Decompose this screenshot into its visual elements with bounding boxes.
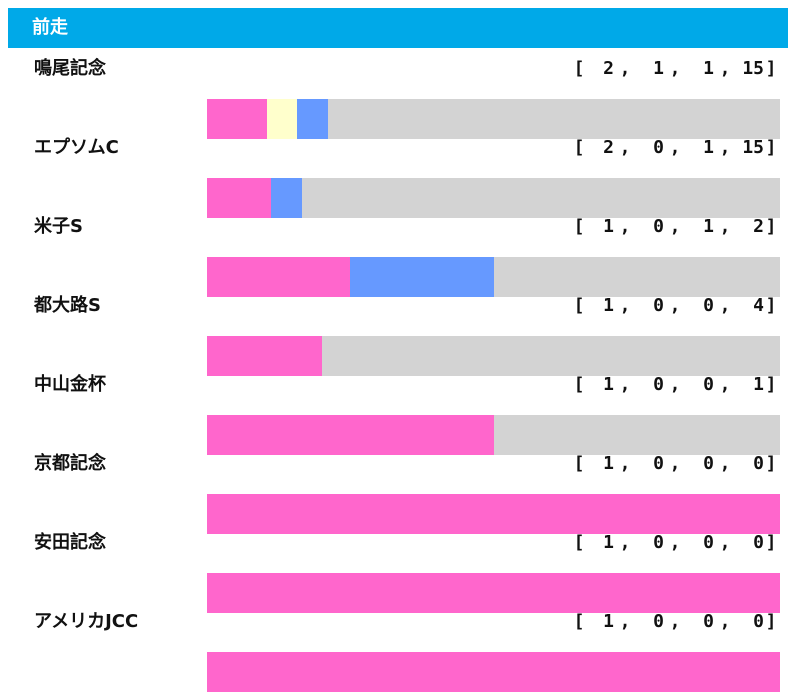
- bar-segment-first: [207, 494, 780, 534]
- race-name-label: 京都記念: [34, 453, 106, 474]
- record-count: 0: [703, 611, 714, 632]
- record-count: 0: [653, 374, 664, 395]
- record-count: 0: [653, 532, 664, 553]
- result-bar: [207, 652, 780, 692]
- record-count: 15: [742, 58, 764, 79]
- race-record: [2, 0, 1, 15 ]: [572, 131, 778, 165]
- bar-segment-third: [350, 257, 494, 297]
- record-count: 1: [603, 295, 614, 316]
- record-count: 2: [753, 216, 764, 237]
- record-count: 0: [753, 453, 764, 474]
- record-count: 0: [703, 532, 714, 553]
- result-bar: [207, 415, 780, 455]
- record-count: 4: [753, 295, 764, 316]
- race-row: 中山金杯 [1, 0, 0, 1 ]: [0, 368, 796, 455]
- record-count: 1: [753, 374, 764, 395]
- bar-segment-first: [207, 178, 271, 218]
- race-name-label: 米子S: [34, 216, 83, 237]
- result-bar: [207, 178, 780, 218]
- result-bar: [207, 336, 780, 376]
- race-name-label: 都大路S: [34, 295, 101, 316]
- section-header: 前走: [8, 8, 788, 48]
- record-count: 1: [603, 453, 614, 474]
- record-count: 1: [603, 374, 614, 395]
- race-row: 鳴尾記念 [2, 1, 1, 15 ]: [0, 52, 796, 139]
- record-count: 0: [653, 216, 664, 237]
- race-row: アメリカJCC [1, 0, 0, 0 ]: [0, 605, 796, 692]
- result-bar: [207, 573, 780, 613]
- record-count: 0: [653, 137, 664, 158]
- record-count: 0: [753, 532, 764, 553]
- race-record: [1, 0, 0, 0 ]: [572, 605, 778, 639]
- race-name-label: 安田記念: [34, 532, 106, 553]
- bar-segment-third: [297, 99, 328, 139]
- race-name-label: エプソムC: [34, 137, 119, 158]
- bar-segment-first: [207, 652, 780, 692]
- bar-segment-first: [207, 415, 494, 455]
- race-name-label: 中山金杯: [34, 374, 106, 395]
- record-count: 0: [703, 453, 714, 474]
- record-count: 0: [653, 611, 664, 632]
- race-row: 都大路S [1, 0, 0, 4 ]: [0, 289, 796, 376]
- record-count: 1: [703, 216, 714, 237]
- race-record: [1, 0, 1, 2 ]: [572, 210, 778, 244]
- record-count: 1: [703, 58, 714, 79]
- record-count: 1: [703, 137, 714, 158]
- record-count: 2: [603, 137, 614, 158]
- record-count: 0: [753, 611, 764, 632]
- race-record: [1, 0, 0, 1 ]: [572, 368, 778, 402]
- race-record: [1, 0, 0, 0 ]: [572, 447, 778, 481]
- bar-segment-other: [493, 415, 780, 455]
- race-row: 京都記念 [1, 0, 0, 0 ]: [0, 447, 796, 534]
- result-bar: [207, 494, 780, 534]
- bar-segment-first: [207, 99, 268, 139]
- section-title: 前走: [32, 17, 68, 38]
- record-count: 15: [742, 137, 764, 158]
- record-count: 1: [603, 611, 614, 632]
- bar-segment-third: [270, 178, 303, 218]
- bar-segment-other: [302, 178, 780, 218]
- record-count: 2: [603, 58, 614, 79]
- race-record: [1, 0, 0, 4 ]: [572, 289, 778, 323]
- race-row: エプソムC [2, 0, 1, 15 ]: [0, 131, 796, 218]
- result-bar: [207, 99, 780, 139]
- bar-segment-second: [267, 99, 298, 139]
- bar-segment-other: [327, 99, 780, 139]
- record-count: 1: [603, 532, 614, 553]
- record-count: 0: [653, 453, 664, 474]
- bar-segment-other: [493, 257, 780, 297]
- race-name-label: 鳴尾記念: [34, 58, 106, 79]
- result-bar: [207, 257, 780, 297]
- race-record: [2, 1, 1, 15 ]: [572, 52, 778, 86]
- record-count: 0: [703, 295, 714, 316]
- bar-segment-first: [207, 336, 322, 376]
- race-name-label: アメリカJCC: [34, 611, 139, 632]
- record-count: 1: [653, 58, 664, 79]
- race-row: 安田記念 [1, 0, 0, 0 ]: [0, 526, 796, 613]
- bar-segment-first: [207, 257, 351, 297]
- bar-segment-first: [207, 573, 780, 613]
- race-row: 米子S [1, 0, 1, 2 ]: [0, 210, 796, 297]
- record-count: 0: [653, 295, 664, 316]
- race-record: [1, 0, 0, 0 ]: [572, 526, 778, 560]
- record-count: 1: [603, 216, 614, 237]
- bar-segment-other: [321, 336, 780, 376]
- record-count: 0: [703, 374, 714, 395]
